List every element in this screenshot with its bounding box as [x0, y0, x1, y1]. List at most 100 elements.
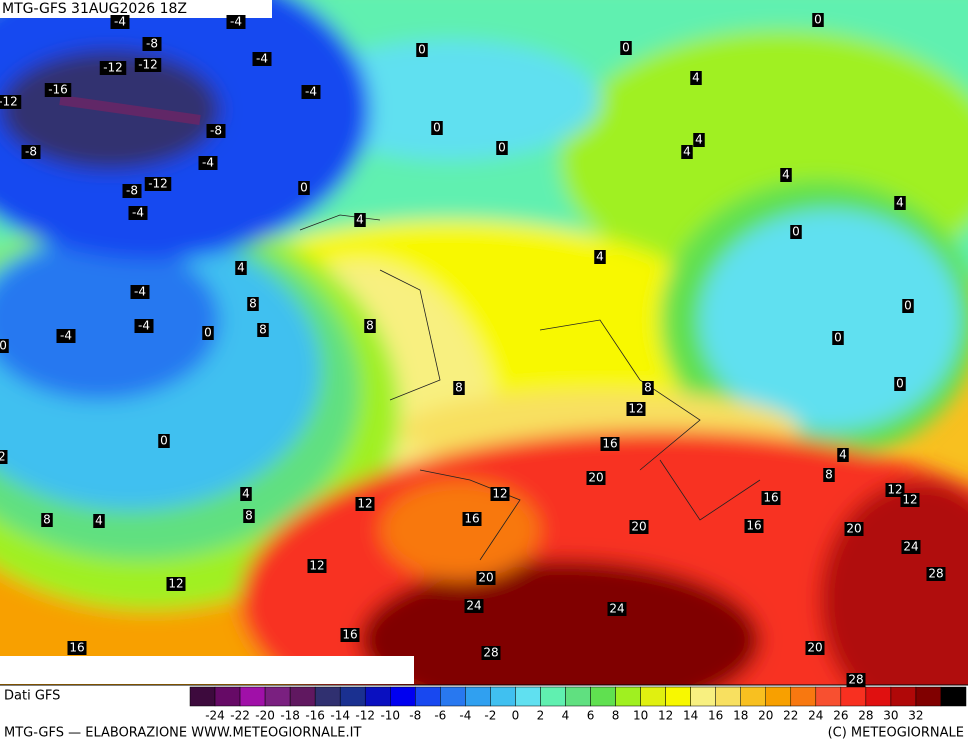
contour-label: -4	[138, 319, 150, 333]
contour-label-bg	[198, 156, 218, 170]
contour-label-bg	[462, 512, 482, 526]
contour-label-bg	[235, 261, 247, 275]
contour-label: 16	[342, 628, 357, 642]
colorbar-swatch	[590, 686, 616, 707]
contour-label-bg	[44, 83, 72, 97]
contour-label-bg	[431, 121, 443, 135]
contour-label: 4	[95, 514, 103, 528]
colorbar-tick-label: 6	[587, 709, 595, 723]
contour-label: -16	[48, 83, 68, 97]
colorbar-tick-label: -12	[355, 709, 375, 723]
contour-label-bg	[832, 331, 844, 345]
contour-label: 12	[309, 559, 324, 573]
contour-label-bg	[693, 133, 705, 147]
contour-label-bg	[690, 71, 702, 85]
contour-label: 24	[609, 602, 624, 616]
colorbar-swatch	[214, 686, 241, 707]
colorbar-tick-label: -24	[205, 709, 225, 723]
contour-label: 4	[683, 145, 691, 159]
colorbar-tick-label: -16	[305, 709, 325, 723]
contour-label: 0	[896, 377, 904, 391]
colorbar-swatch	[690, 686, 716, 707]
contour-label: 0	[814, 13, 822, 27]
colorbar-tick-label: 32	[908, 709, 923, 723]
contour-label: -8	[210, 124, 222, 138]
contour-label-bg	[166, 577, 186, 591]
contour-label: 16	[69, 641, 84, 655]
contour-label-bg	[355, 497, 375, 511]
contour-label: 28	[483, 646, 498, 660]
contour-label: -8	[25, 145, 37, 159]
contour-label: -12	[0, 95, 18, 109]
contour-label: 0	[622, 41, 630, 55]
contour-label: -4	[114, 15, 126, 29]
colorbar-tick-label: -4	[459, 709, 471, 723]
contour-label: 0	[498, 141, 506, 155]
contour-label: 24	[903, 540, 918, 554]
colorbar-swatch	[239, 686, 266, 707]
contour-label-bg	[307, 559, 327, 573]
contour-label-bg	[240, 487, 252, 501]
source-label: Dati GFS	[4, 689, 60, 704]
contour-label: -4	[256, 52, 268, 66]
colorbar-tick-label: 2	[537, 709, 545, 723]
contour-label-bg	[464, 599, 484, 613]
contour-label-bg	[594, 250, 606, 264]
contour-label-bg	[607, 602, 627, 616]
contour-label-bg	[790, 225, 802, 239]
contour-label-bg	[894, 377, 906, 391]
title-box	[0, 0, 272, 18]
contour-label-bg	[812, 13, 824, 27]
contour-label-bg	[206, 124, 226, 138]
contour-label: 8	[366, 319, 374, 333]
contour-label: -4	[60, 329, 72, 343]
contour-label: 12	[0, 450, 6, 464]
contour-label-bg	[780, 168, 792, 182]
contour-label-bg	[110, 15, 130, 29]
contour-label: -4	[230, 15, 242, 29]
colorbar-swatch	[565, 686, 591, 707]
colorbar-swatch	[665, 686, 691, 707]
contour-label-bg	[481, 646, 501, 660]
colorbar-tick-label: -6	[434, 709, 446, 723]
contour-label: 4	[356, 213, 364, 227]
colorbar-swatch	[339, 686, 366, 707]
contour-label: -4	[305, 85, 317, 99]
contour-label-bg	[21, 145, 41, 159]
contour-label-bg	[354, 213, 366, 227]
contour-label-bg	[586, 471, 606, 485]
contour-label-bg	[626, 402, 646, 416]
contour-label: 4	[242, 487, 250, 501]
colorbar-swatch	[815, 686, 842, 707]
colorbar-tick-label: 8	[612, 709, 620, 723]
contour-label-bg	[823, 468, 835, 482]
contour-label: 12	[887, 483, 902, 497]
contour-label-bg	[144, 177, 172, 191]
contour-label-bg	[805, 641, 825, 655]
contour-label-bg	[0, 450, 8, 464]
contour-label: 8	[43, 513, 51, 527]
contour-label: -8	[126, 184, 138, 198]
contour-label: 8	[245, 509, 253, 523]
contour-label: 20	[478, 571, 493, 585]
contour-label: 0	[160, 434, 168, 448]
contour-label: 20	[807, 641, 822, 655]
colorbar-swatch	[314, 686, 341, 707]
colorbar-tick-label: 16	[708, 709, 723, 723]
colorbar-tick-label: 28	[858, 709, 873, 723]
colorbar-swatch	[440, 686, 466, 707]
contour-label-bg	[257, 323, 269, 337]
contour-label: 12	[628, 402, 643, 416]
contour-label: 8	[455, 381, 463, 395]
contour-label-bg	[226, 15, 246, 29]
contour-label-bg	[837, 448, 849, 462]
contour-label-bg	[122, 184, 142, 198]
contour-label-bg	[99, 61, 127, 75]
contour-label: 4	[695, 133, 703, 147]
contour-label: 0	[834, 331, 842, 345]
colorbar-tick-label: -20	[255, 709, 275, 723]
colorbar-swatch	[940, 686, 967, 707]
contour-label: -4	[132, 206, 144, 220]
colorbar-swatch	[289, 686, 316, 707]
